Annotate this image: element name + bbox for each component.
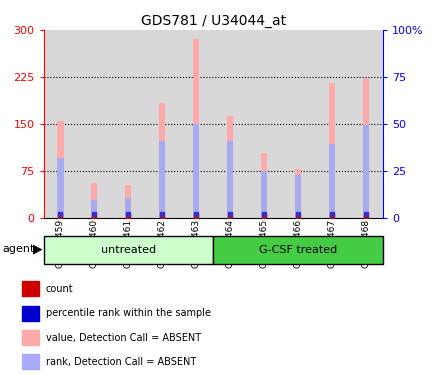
Bar (125, 198, 131, 217)
Bar (145, 30, 179, 217)
Bar (77, 30, 111, 217)
Bar (213, 30, 247, 217)
Bar (91, 183, 97, 218)
Text: percentile rank within the sample: percentile rank within the sample (46, 308, 210, 318)
Text: G-CSF treated: G-CSF treated (258, 245, 336, 255)
Bar (227, 141, 233, 218)
Bar (43, 236, 213, 264)
Bar (247, 30, 280, 217)
Bar (260, 153, 266, 218)
Bar (348, 30, 382, 217)
Bar (294, 175, 300, 217)
Bar (362, 78, 368, 218)
Bar (125, 185, 131, 218)
Bar (314, 30, 348, 217)
Text: agent: agent (2, 244, 34, 254)
Text: count: count (46, 284, 73, 294)
Bar (227, 116, 233, 218)
Bar (179, 30, 213, 217)
Bar (280, 30, 314, 217)
Bar (57, 158, 63, 218)
Bar (159, 141, 165, 218)
Bar (362, 125, 368, 217)
Title: GDS781 / U34044_at: GDS781 / U34044_at (140, 13, 285, 28)
Bar (193, 39, 199, 218)
Bar (260, 171, 266, 217)
Bar (159, 103, 165, 218)
Text: ▶: ▶ (33, 243, 42, 256)
Bar (328, 144, 334, 218)
Bar (294, 169, 300, 217)
Bar (57, 121, 63, 218)
Bar (43, 30, 77, 217)
Bar (213, 236, 382, 264)
Bar (91, 200, 97, 217)
Bar (193, 124, 199, 218)
Bar (111, 30, 145, 217)
Text: untreated: untreated (101, 245, 155, 255)
Bar (328, 83, 334, 218)
Text: rank, Detection Call = ABSENT: rank, Detection Call = ABSENT (46, 357, 195, 367)
Text: value, Detection Call = ABSENT: value, Detection Call = ABSENT (46, 333, 201, 342)
